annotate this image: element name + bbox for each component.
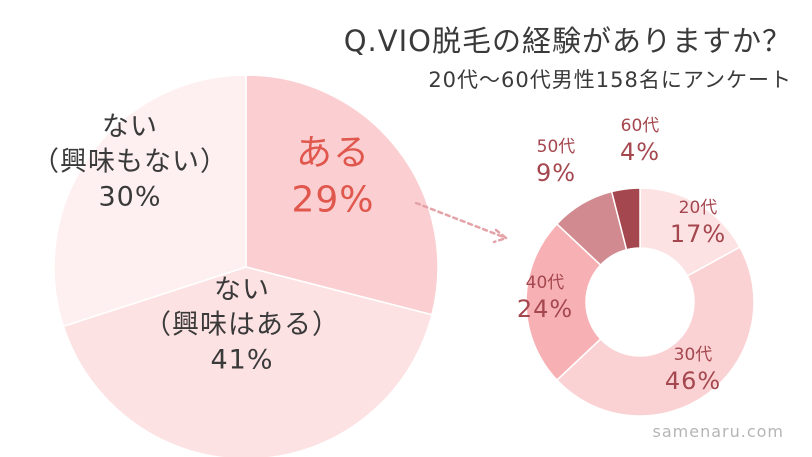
pie-label-0-line-0: ある <box>296 133 370 174</box>
pie-label-1-line-2: 41% <box>210 345 273 376</box>
donut-slice-40代 <box>525 222 602 382</box>
main-pie-chart <box>53 74 439 457</box>
age-donut-chart <box>525 187 755 417</box>
donut-category-label-60代: 60代 <box>621 116 660 136</box>
donut-value-label-50代: 9% <box>536 159 576 187</box>
donut-value-label-30代: 46% <box>665 367 721 395</box>
donut-slice-30代 <box>555 246 755 417</box>
watermark: samenaru.com <box>652 422 784 441</box>
pie-label-0-line-1: 29% <box>291 179 374 220</box>
pie-label-2-line-0: ない <box>102 111 158 142</box>
pie-label-1-line-1: （興味はある） <box>144 310 340 341</box>
donut-category-label-40代: 40代 <box>526 273 565 293</box>
donut-category-label-50代: 50代 <box>537 137 576 157</box>
donut-category-label-20代: 20代 <box>679 198 718 218</box>
pie-label-1-line-0: ない <box>214 274 270 305</box>
donut-slice-60代 <box>610 187 641 251</box>
pie-slice-1 <box>62 266 433 457</box>
chart-subtitle: 20代〜60代男性158名にアンケート <box>428 68 792 92</box>
donut-value-label-40代: 24% <box>517 295 573 323</box>
donut-category-label-30代: 30代 <box>674 345 713 365</box>
pie-slice-2 <box>53 74 247 328</box>
pie-slice-0 <box>245 74 439 316</box>
chart-title: Q.VIO脱毛の経験がありますか？ <box>343 24 792 58</box>
connector-arrow <box>414 201 509 244</box>
donut-value-label-20代: 17% <box>670 220 726 248</box>
main-pie-labels: ある 29% ない （興味はある） 41% ない （興味もない） 30% <box>32 111 374 376</box>
pie-label-2-line-1: （興味もない） <box>32 147 228 178</box>
pie-label-2-line-2: 30% <box>98 182 161 213</box>
donut-value-label-60代: 4% <box>620 138 660 166</box>
